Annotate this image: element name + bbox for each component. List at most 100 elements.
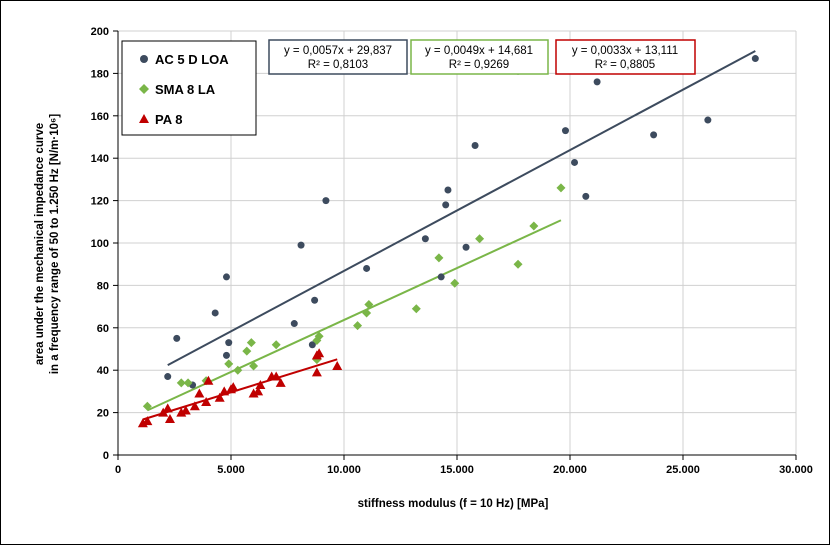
point-pa-8 bbox=[255, 380, 266, 390]
point-ac-5-d-loa bbox=[471, 141, 479, 149]
legend-label-pa8: PA 8 bbox=[155, 112, 182, 127]
point-sma-8-la bbox=[529, 221, 539, 231]
equation-ac5dloa: y = 0,0057x + 29,837 bbox=[284, 45, 392, 57]
equation-box-ac5dloa: y = 0,0057x + 29,837 R² = 0,8103 bbox=[268, 39, 408, 75]
point-ac-5-d-loa bbox=[593, 78, 601, 86]
x-tick-label: 20.000 bbox=[553, 464, 587, 476]
legend-marker-ac5dloa bbox=[140, 55, 148, 63]
x-axis-label: stiffness modulus (f = 10 Hz) [MPa] bbox=[358, 498, 549, 510]
x-tick-label: 10.000 bbox=[327, 464, 361, 476]
point-pa-8 bbox=[164, 413, 175, 423]
point-pa-8 bbox=[332, 360, 343, 370]
y-tick-label: 80 bbox=[97, 280, 109, 292]
y-tick-label: 20 bbox=[97, 408, 109, 420]
y-tick-labels: 0 20 40 60 80 100 120 140 160 180 200 bbox=[91, 26, 109, 462]
point-sma-8-la bbox=[271, 340, 281, 350]
point-sma-8-la bbox=[362, 308, 372, 318]
point-ac-5-d-loa bbox=[322, 197, 330, 205]
legend-label-sma8la: SMA 8 LA bbox=[155, 82, 216, 97]
equation-box-pa8-border bbox=[555, 39, 696, 75]
point-sma-8-la bbox=[353, 321, 363, 331]
point-pa-8 bbox=[275, 377, 286, 387]
x-tick-label: 25.000 bbox=[666, 464, 700, 476]
equation-box-sma8la: y = 0,0049x + 14,681 R² = 0,9269 bbox=[410, 39, 549, 75]
point-sma-8-la bbox=[249, 361, 259, 371]
point-sma-8-la bbox=[142, 401, 152, 411]
legend-marker-pa8 bbox=[139, 114, 149, 123]
point-sma-8-la bbox=[233, 365, 243, 375]
point-ac-5-d-loa bbox=[582, 192, 590, 200]
axes bbox=[113, 30, 797, 460]
point-ac-5-d-loa bbox=[290, 320, 298, 328]
point-pa-8 bbox=[228, 382, 239, 392]
r2-sma8la: R² = 0,9269 bbox=[449, 59, 509, 71]
equation-box-ac5dloa-border bbox=[268, 39, 408, 75]
y-axis-label-line2: in a frequency range of 50 to 1.250 Hz [… bbox=[49, 114, 61, 374]
equation-sma8la: y = 0,0049x + 14,681 bbox=[425, 45, 533, 57]
point-pa-8 bbox=[271, 371, 282, 381]
point-sma-8-la bbox=[475, 234, 485, 244]
point-ac-5-d-loa bbox=[297, 241, 305, 249]
y-tick-label: 0 bbox=[103, 450, 109, 462]
point-sma-8-la bbox=[314, 331, 324, 341]
point-ac-5-d-loa bbox=[311, 296, 319, 304]
point-pa-8 bbox=[314, 348, 325, 358]
trendline-sma-8-la bbox=[146, 219, 562, 412]
r2-ac5dloa: R² = 0,8103 bbox=[308, 59, 368, 71]
y-tick-label: 40 bbox=[97, 365, 109, 377]
point-sma-8-la bbox=[411, 304, 421, 314]
legend-marker-sma8la bbox=[139, 84, 149, 94]
y-tick-label: 60 bbox=[97, 323, 109, 335]
point-pa-8 bbox=[189, 401, 200, 411]
point-ac-5-d-loa bbox=[421, 235, 429, 243]
x-tick-label: 0 bbox=[115, 464, 121, 476]
point-pa-8 bbox=[214, 392, 225, 402]
point-sma-8-la bbox=[183, 378, 193, 388]
point-pa-8 bbox=[142, 416, 153, 426]
point-sma-8-la bbox=[434, 253, 444, 263]
x-tick-labels: 0 5.000 10.000 15.000 20.000 25.000 30.000 bbox=[115, 464, 813, 476]
point-ac-5-d-loa bbox=[561, 127, 569, 135]
point-ac-5-d-loa bbox=[225, 339, 233, 347]
point-pa-8 bbox=[162, 403, 173, 413]
y-tick-label: 200 bbox=[91, 26, 109, 38]
point-ac-5-d-loa bbox=[222, 273, 230, 281]
r2-pa8: R² = 0,8805 bbox=[595, 59, 655, 71]
point-sma-8-la bbox=[224, 359, 234, 369]
point-pa-8 bbox=[253, 386, 264, 396]
equation-box-pa8: y = 0,0033x + 13,111 R² = 0,8805 bbox=[555, 39, 696, 75]
legend-label-ac5dloa: AC 5 D LOA bbox=[155, 52, 229, 67]
y-tick-label: 140 bbox=[91, 153, 109, 165]
point-pa-8 bbox=[194, 388, 205, 398]
y-tick-label: 180 bbox=[91, 68, 109, 80]
point-sma-8-la bbox=[246, 338, 256, 348]
point-pa-8 bbox=[203, 375, 214, 385]
point-ac-5-d-loa bbox=[751, 55, 759, 63]
equation-box-sma8la-border bbox=[410, 39, 549, 75]
trendlines bbox=[142, 50, 756, 421]
point-sma-8-la bbox=[450, 278, 460, 288]
point-pa-8 bbox=[311, 367, 322, 377]
point-ac-5-d-loa bbox=[164, 373, 172, 381]
point-sma-8-la bbox=[513, 259, 523, 269]
y-axis-label-line1: area under the mechanical impedance curv… bbox=[34, 123, 46, 365]
y-tick-label: 100 bbox=[91, 238, 109, 250]
point-ac-5-d-loa bbox=[211, 309, 219, 317]
point-ac-5-d-loa bbox=[308, 341, 316, 349]
point-sma-8-la bbox=[176, 378, 186, 388]
point-ac-5-d-loa bbox=[442, 201, 450, 209]
trendline-ac-5-d-loa bbox=[167, 50, 756, 367]
point-ac-5-d-loa bbox=[173, 334, 181, 342]
point-ac-5-d-loa bbox=[704, 116, 712, 124]
point-ac-5-d-loa bbox=[437, 273, 445, 281]
x-tick-label: 30.000 bbox=[779, 464, 813, 476]
point-sma-8-la bbox=[556, 183, 566, 193]
point-ac-5-d-loa bbox=[222, 351, 230, 359]
legend: AC 5 D LOA SMA 8 LA PA 8 bbox=[121, 40, 257, 136]
x-tick-label: 5.000 bbox=[217, 464, 245, 476]
equation-pa8: y = 0,0033x + 13,111 bbox=[572, 45, 678, 57]
data-points bbox=[137, 55, 759, 428]
point-ac-5-d-loa bbox=[363, 264, 371, 272]
